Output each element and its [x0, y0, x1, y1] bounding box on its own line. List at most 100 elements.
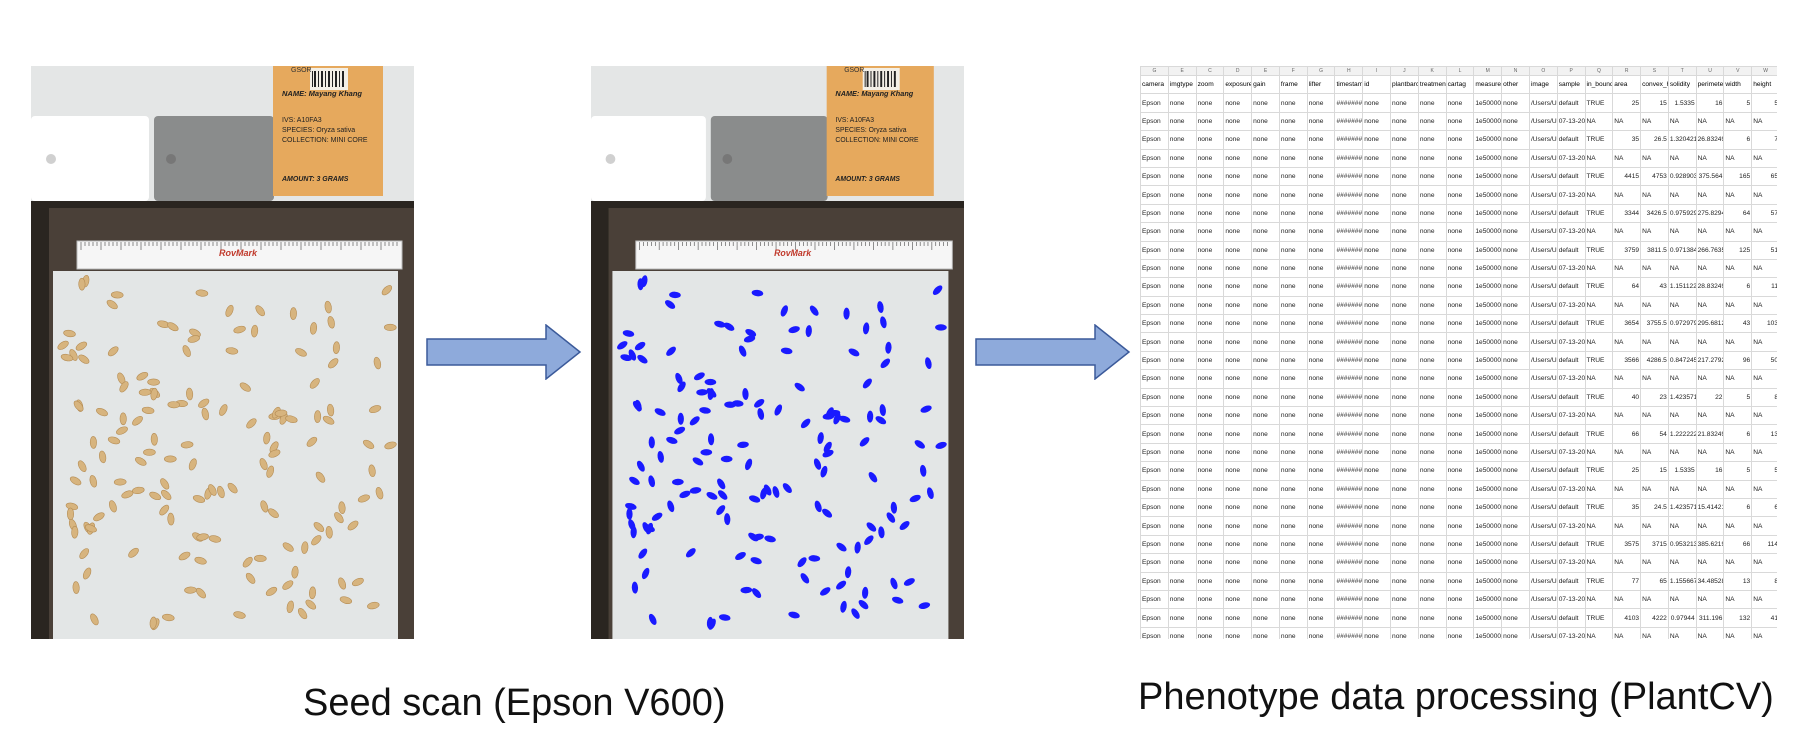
- table-cell[interactable]: none: [1251, 314, 1280, 334]
- table-cell[interactable]: none: [1195, 185, 1225, 205]
- table-cell[interactable]: /Users/Uz: [1528, 387, 1558, 408]
- table-cell[interactable]: 1e500001: [1473, 203, 1503, 224]
- table-cell[interactable]: 21.83249: [1695, 424, 1725, 444]
- table-cell[interactable]: 25: [1612, 461, 1642, 481]
- table-cell[interactable]: none: [1251, 332, 1280, 352]
- table-cell[interactable]: 1e500001: [1473, 461, 1503, 481]
- table-cell[interactable]: none: [1251, 516, 1280, 536]
- table-cell[interactable]: 1e500001: [1473, 534, 1503, 555]
- table-cell[interactable]: 15: [1640, 93, 1669, 113]
- table-cell[interactable]: none: [1306, 222, 1336, 242]
- table-cell[interactable]: none: [1223, 516, 1253, 536]
- table-cell[interactable]: none: [1362, 166, 1392, 187]
- table-cell[interactable]: none: [1306, 148, 1336, 168]
- table-cell[interactable]: Epson: [1140, 442, 1169, 463]
- table-cell[interactable]: /Users/Uz: [1528, 240, 1558, 260]
- table-cell[interactable]: none: [1278, 185, 1308, 205]
- table-cell[interactable]: default: [1556, 314, 1586, 334]
- table-cell[interactable]: none: [1417, 240, 1447, 260]
- table-cell[interactable]: none: [1195, 222, 1225, 242]
- table-cell[interactable]: none: [1362, 479, 1392, 499]
- table-cell[interactable]: 07-13-2022: [1556, 111, 1586, 132]
- table-cell[interactable]: none: [1306, 332, 1336, 352]
- table-cell[interactable]: none: [1390, 534, 1419, 555]
- table-cell[interactable]: none: [1445, 277, 1475, 297]
- table-cell[interactable]: none: [1278, 148, 1308, 168]
- table-cell[interactable]: none: [1223, 314, 1253, 334]
- table-cell[interactable]: /Users/Uz: [1528, 258, 1558, 279]
- table-cell[interactable]: 1e500001: [1473, 442, 1503, 463]
- table-cell[interactable]: none: [1195, 350, 1225, 371]
- table-cell[interactable]: none: [1501, 442, 1530, 463]
- table-cell[interactable]: NA: [1667, 553, 1697, 573]
- table-cell[interactable]: 385.6219: [1695, 534, 1725, 555]
- table-cell[interactable]: none: [1306, 295, 1336, 316]
- table-cell[interactable]: none: [1167, 534, 1197, 555]
- table-cell[interactable]: ########: [1334, 626, 1364, 639]
- table-cell[interactable]: NA: [1612, 442, 1642, 463]
- table-cell[interactable]: none: [1445, 406, 1475, 426]
- table-cell[interactable]: none: [1167, 424, 1197, 444]
- table-cell[interactable]: 15: [1640, 461, 1669, 481]
- table-cell[interactable]: 28.83249: [1695, 277, 1725, 297]
- table-cell[interactable]: none: [1278, 240, 1308, 260]
- table-cell[interactable]: /Users/Uz: [1528, 350, 1558, 371]
- table-cell[interactable]: none: [1362, 571, 1392, 591]
- table-cell[interactable]: NA: [1612, 222, 1642, 242]
- table-cell[interactable]: none: [1195, 93, 1225, 113]
- table-cell[interactable]: ########: [1334, 553, 1364, 573]
- table-cell[interactable]: NA: [1667, 111, 1697, 132]
- table-cell[interactable]: NA: [1723, 626, 1753, 639]
- table-cell[interactable]: 1e500001: [1473, 608, 1503, 628]
- table-cell[interactable]: none: [1278, 589, 1308, 610]
- table-cell[interactable]: none: [1306, 93, 1336, 113]
- table-cell[interactable]: 07-13-2022: [1556, 589, 1586, 610]
- table-cell[interactable]: none: [1223, 608, 1253, 628]
- table-cell[interactable]: /Users/Uz: [1528, 369, 1558, 389]
- table-cell[interactable]: 3575: [1612, 534, 1642, 555]
- table-cell[interactable]: Epson: [1140, 240, 1169, 260]
- column-letter[interactable]: H: [1334, 66, 1364, 76]
- table-cell[interactable]: NA: [1584, 148, 1614, 168]
- table-cell[interactable]: 1.320421: [1667, 130, 1697, 150]
- table-cell[interactable]: 165: [1723, 166, 1753, 187]
- table-cell[interactable]: none: [1167, 295, 1197, 316]
- table-cell[interactable]: 25: [1612, 93, 1642, 113]
- column-letter[interactable]: J: [1390, 66, 1419, 76]
- table-cell[interactable]: none: [1278, 258, 1308, 279]
- table-cell[interactable]: none: [1445, 350, 1475, 371]
- table-cell[interactable]: NA: [1640, 589, 1669, 610]
- table-cell[interactable]: none: [1501, 350, 1530, 371]
- table-cell[interactable]: NA: [1695, 516, 1725, 536]
- table-cell[interactable]: none: [1445, 93, 1475, 113]
- table-cell[interactable]: 1.5335: [1667, 93, 1697, 113]
- table-cell[interactable]: none: [1417, 626, 1447, 639]
- table-cell[interactable]: 07-13-2022: [1556, 185, 1586, 205]
- table-cell[interactable]: NA: [1640, 369, 1669, 389]
- table-cell[interactable]: NA: [1667, 479, 1697, 499]
- table-cell[interactable]: 26.5: [1640, 130, 1669, 150]
- table-cell[interactable]: none: [1362, 240, 1392, 260]
- table-cell[interactable]: none: [1417, 442, 1447, 463]
- table-cell[interactable]: NA: [1723, 332, 1753, 352]
- table-cell[interactable]: none: [1278, 497, 1308, 518]
- table-cell[interactable]: none: [1390, 497, 1419, 518]
- header-cell[interactable]: height: [1751, 74, 1777, 95]
- table-cell[interactable]: none: [1501, 369, 1530, 389]
- table-cell[interactable]: none: [1223, 350, 1253, 371]
- table-cell[interactable]: NA: [1667, 332, 1697, 352]
- table-cell[interactable]: none: [1167, 626, 1197, 639]
- table-cell[interactable]: none: [1445, 387, 1475, 408]
- table-cell[interactable]: 7: [1751, 130, 1777, 150]
- table-cell[interactable]: /Users/Uz: [1528, 203, 1558, 224]
- table-cell[interactable]: none: [1223, 626, 1253, 639]
- table-cell[interactable]: NA: [1584, 295, 1614, 316]
- table-cell[interactable]: none: [1362, 406, 1392, 426]
- table-cell[interactable]: 65: [1751, 166, 1777, 187]
- table-cell[interactable]: 3654: [1612, 314, 1642, 334]
- table-cell[interactable]: none: [1167, 350, 1197, 371]
- table-cell[interactable]: none: [1417, 608, 1447, 628]
- table-cell[interactable]: none: [1390, 589, 1419, 610]
- table-cell[interactable]: none: [1501, 240, 1530, 260]
- table-cell[interactable]: none: [1417, 166, 1447, 187]
